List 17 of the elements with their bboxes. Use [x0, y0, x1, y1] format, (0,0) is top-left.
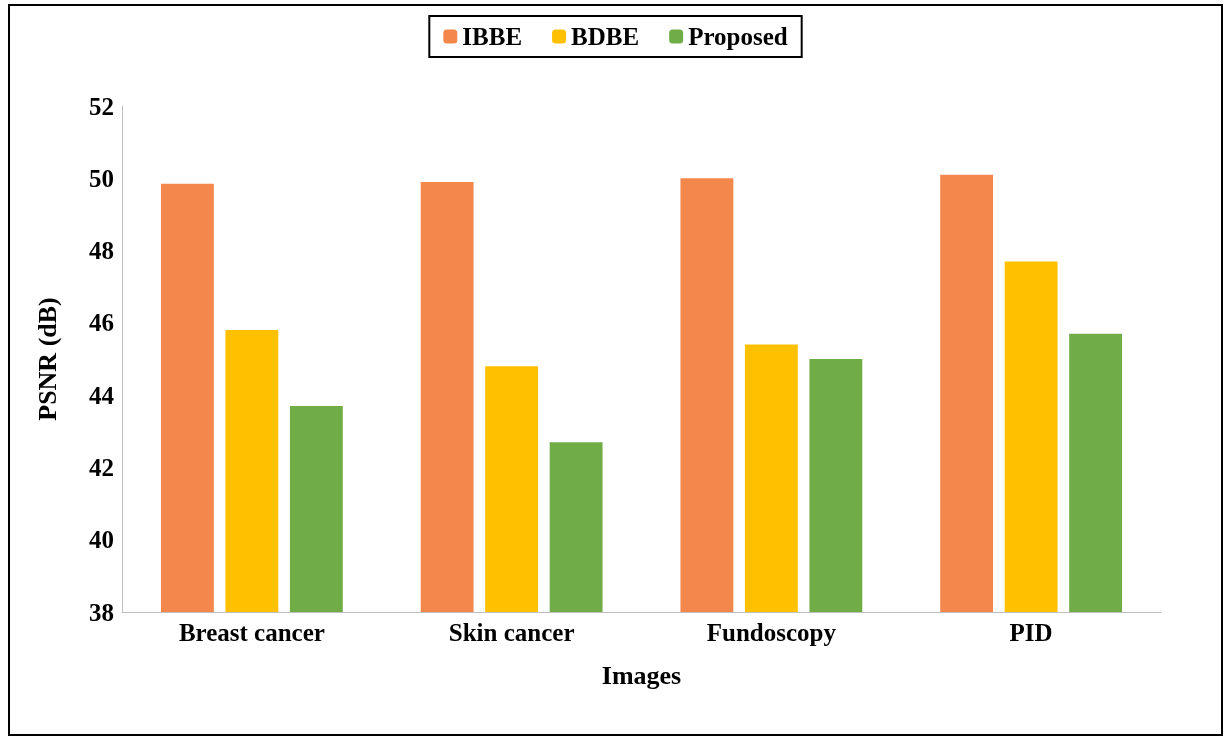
y-tick-label: 42 — [89, 453, 114, 481]
x-tick-label: Skin cancer — [448, 619, 575, 646]
x-tick-label: Breast cancer — [178, 619, 325, 646]
y-tick-label: 48 — [89, 237, 114, 265]
y-tick-label: 40 — [89, 526, 114, 554]
legend-label: IBBE — [462, 23, 523, 50]
x-axis-title: Images — [601, 660, 682, 690]
y-tick-label: 38 — [89, 598, 114, 626]
y-tick-label: 44 — [89, 381, 115, 409]
x-tick-label: PID — [1009, 619, 1053, 646]
x-tick-label: Fundoscopy — [706, 619, 837, 646]
y-axis-title: PSNR (dB) — [32, 297, 62, 421]
y-tick-label: 46 — [89, 309, 114, 337]
y-tick-label: 50 — [89, 164, 114, 192]
legend-label: BDBE — [571, 23, 640, 50]
y-tick-label: 52 — [89, 92, 114, 120]
legend-label: Proposed — [688, 23, 788, 50]
